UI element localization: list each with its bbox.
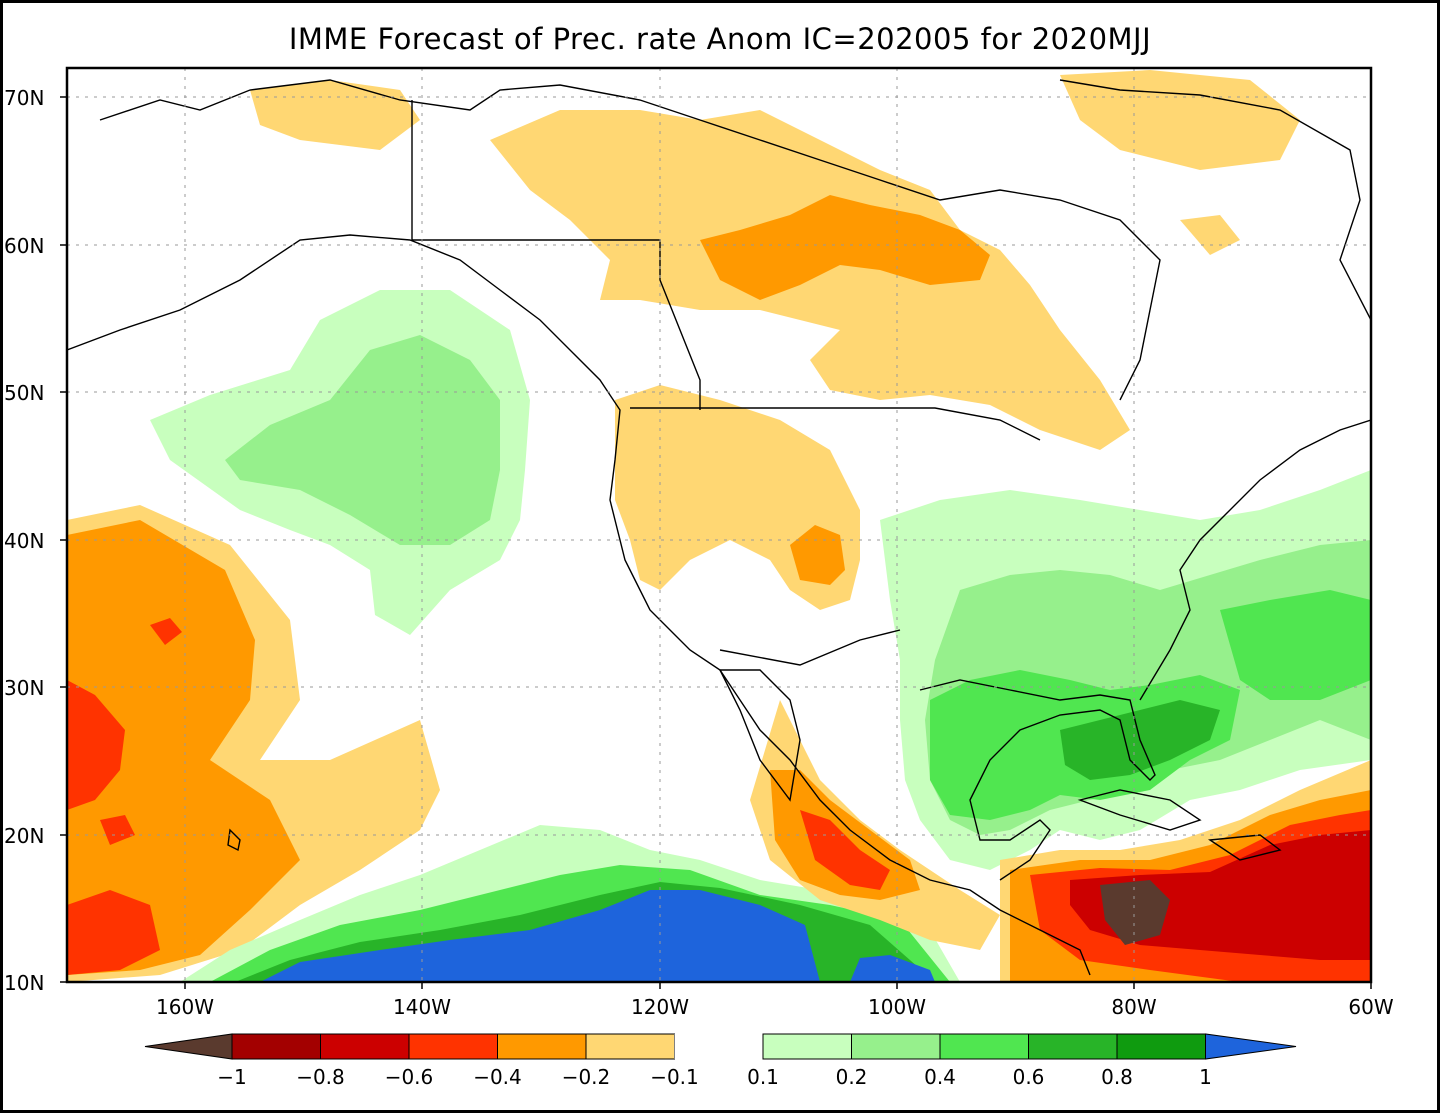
colorbar-labels: −1 −0.8 −0.6 −0.4 −0.2 −0.1 0.1 0.2 0.4 0.6 0.8 1 [217,1065,1212,1089]
pacific-dry-zone [67,520,300,975]
hudson-dry [1060,70,1300,170]
colorbar-extend-left [144,1033,233,1060]
colorbar-tick-label: −0.6 [385,1065,434,1089]
colorbar-box [762,1033,852,1060]
colorbar-box [939,1033,1029,1060]
colorbar-box [408,1033,498,1060]
canada-dry [700,195,990,300]
colorbar-tick-label: −0.1 [650,1065,699,1089]
colorbar-tick-label: 0.1 [747,1065,779,1089]
colorbar-tick-label: 0.6 [1013,1065,1045,1089]
colorbar-tick-label: −0.2 [562,1065,611,1089]
caribbean-very-dry [1100,880,1170,945]
colorbar-tick-label: 1 [1199,1065,1212,1089]
atlantic-wet [1220,590,1371,700]
colorbar-box [674,1034,763,1059]
lat-label: 40N [4,529,44,553]
colorbar-tick-label: −0.4 [473,1065,522,1089]
colorbar-box [1116,1033,1206,1060]
lat-label: 60N [4,234,44,258]
colorbar-box [497,1033,587,1060]
pacific-dry-core-2 [67,890,160,975]
map-title: IMME Forecast of Prec. rate Anom IC=2020… [288,22,1152,56]
lon-label: 120W [631,995,689,1019]
npacific-wet [225,335,500,545]
latitude-labels: 70N 60N 50N 40N 30N 20N 10N [4,86,44,995]
lon-label: 60W [1348,995,1393,1019]
colorbar-box [1028,1033,1118,1060]
colorbar-tick-label: 0.4 [924,1065,956,1089]
map-border [65,66,1373,984]
colorbar-boxes [144,1033,1297,1060]
colorbar-tick-label: 0.8 [1101,1065,1133,1089]
lon-label: 100W [868,995,926,1019]
quebec-dry [1180,215,1240,255]
colorbar-extend-right [1205,1033,1297,1060]
lon-label: 140W [393,995,451,1019]
colorbar: −1 −0.8 −0.6 −0.4 −0.2 −0.1 0.1 0.2 0.4 0.6 0.8 1 [144,1033,1297,1089]
lat-label: 10N [4,971,44,995]
mexico-dry-light [750,700,1000,950]
colorbar-tick-label: −0.8 [296,1065,345,1089]
pacific-dry-core-4 [150,618,182,645]
longitude-labels: 160W 140W 120W 100W 80W 60W [156,995,1394,1019]
lat-label: 30N [4,676,44,700]
colorbar-box [851,1033,941,1060]
lon-label: 80W [1111,995,1156,1019]
anomaly-field [67,68,1371,982]
colorbar-tick-label: −1 [217,1065,246,1089]
colorbar-box [320,1033,410,1060]
pacific-dry-core [67,680,125,810]
lat-label: 20N [4,824,44,848]
lat-label: 50N [4,381,44,405]
lon-label: 160W [156,995,214,1019]
tropical-very-wet-2 [850,955,935,982]
mexico-dry-core [800,810,890,890]
colorbar-box [585,1033,675,1060]
tropical-very-wet [260,890,820,982]
usw-dry [790,525,845,585]
lat-label: 70N [4,86,44,110]
axis-ticks [60,96,1372,989]
colorbar-box [231,1033,321,1060]
coastlines [67,79,1371,976]
graticule [67,68,1371,982]
pacific-dry-core-3 [100,815,135,845]
colorbar-tick-label: 0.2 [836,1065,868,1089]
